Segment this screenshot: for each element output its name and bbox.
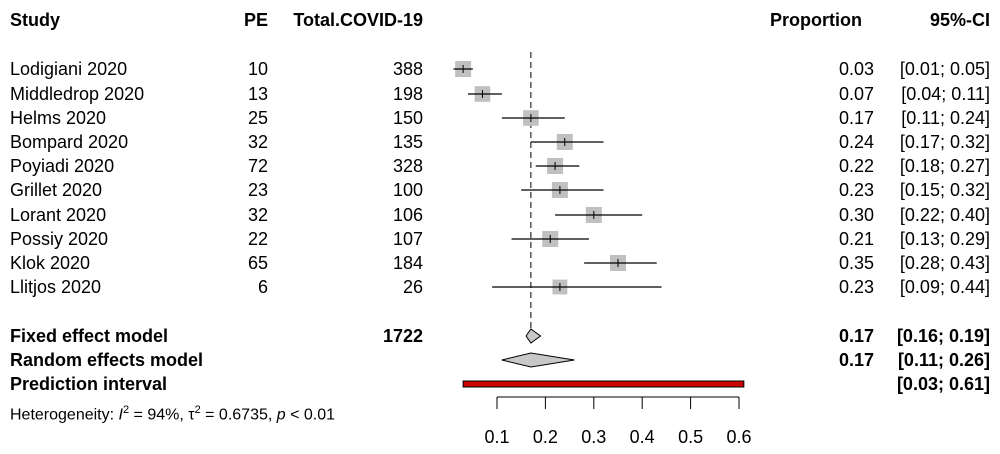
study-proportion: 0.07	[838, 84, 874, 104]
header-study: Study	[10, 10, 61, 30]
study-proportion: 0.22	[838, 156, 874, 176]
study-ci: [0.13; 0.29]	[899, 229, 990, 249]
study-total: 150	[392, 108, 423, 128]
study-name: Bompard 2020	[10, 132, 129, 152]
study-total: 135	[392, 132, 423, 152]
header-events: PE	[243, 10, 268, 30]
study-events: 22	[247, 229, 268, 249]
study-ci: [0.17; 0.32]	[899, 132, 990, 152]
fixed-effect-diamond	[525, 328, 542, 344]
heterogeneity-text: Heterogeneity: I2 = 94%, τ2 = 0.6735, p …	[10, 404, 336, 424]
fixed-effect-ci: [0.16; 0.19]	[896, 326, 990, 346]
study-ci: [0.22; 0.40]	[899, 205, 990, 225]
study-ci: [0.09; 0.44]	[899, 277, 990, 297]
study-total: 26	[402, 277, 423, 297]
study-total: 107	[392, 229, 423, 249]
fixed-effect-total: 1722	[382, 326, 423, 346]
study-name: Poyiadi 2020	[10, 156, 115, 176]
study-name: Helms 2020	[10, 108, 107, 128]
study-events: 32	[247, 205, 268, 225]
x-axis-tick-label: 0.5	[678, 427, 703, 447]
study-name: Klok 2020	[10, 253, 91, 273]
study-total: 100	[392, 180, 423, 200]
x-axis-tick-label: 0.3	[581, 427, 606, 447]
study-total: 106	[392, 205, 423, 225]
study-total: 184	[392, 253, 423, 273]
random-effects-diamond	[501, 352, 575, 368]
study-events: 25	[247, 108, 268, 128]
study-events: 65	[247, 253, 268, 273]
heterogeneity-prefix: Heterogeneity:	[10, 406, 119, 424]
study-name: Llitjos 2020	[10, 277, 102, 297]
study-name: Middledrop 2020	[10, 84, 145, 104]
header-proportion: Proportion	[770, 10, 862, 30]
study-proportion: 0.23	[838, 277, 874, 297]
random-effects-proportion: 0.17	[838, 350, 874, 370]
p-symbol: p	[276, 406, 286, 424]
i2-symbol: I	[118, 406, 123, 424]
study-proportion: 0.17	[838, 108, 874, 128]
study-ci: [0.28; 0.43]	[899, 253, 990, 273]
study-ci: [0.04; 0.11]	[901, 84, 990, 104]
study-ci: [0.15; 0.32]	[899, 180, 990, 200]
p-value: < 0.01	[285, 406, 336, 424]
study-ci: [0.11; 0.24]	[901, 108, 990, 128]
study-ci: [0.01; 0.05]	[899, 59, 990, 79]
prediction-interval-label: Prediction interval	[10, 374, 168, 394]
study-name: Lorant 2020	[10, 205, 107, 225]
study-name: Grillet 2020	[10, 180, 103, 200]
study-events: 6	[257, 277, 268, 297]
study-total: 388	[392, 59, 423, 79]
random-effects-ci: [0.11; 0.26]	[897, 350, 990, 370]
prediction-interval-bar	[462, 380, 745, 388]
x-axis-tick-label: 0.6	[726, 427, 751, 447]
study-name: Possiy 2020	[10, 229, 109, 249]
i2-value: = 94%, τ	[129, 406, 195, 424]
x-axis-tick-label: 0.2	[533, 427, 558, 447]
study-total: 328	[392, 156, 423, 176]
study-ci: [0.18; 0.27]	[899, 156, 990, 176]
study-proportion: 0.23	[838, 180, 874, 200]
study-events: 13	[247, 84, 268, 104]
tau2-value: = 0.6735,	[200, 406, 277, 424]
fixed-effect-proportion: 0.17	[838, 326, 874, 346]
study-proportion: 0.24	[838, 132, 874, 152]
prediction-interval-ci: [0.03; 0.61]	[896, 374, 990, 394]
study-events: 72	[247, 156, 268, 176]
random-effects-label: Random effects model	[10, 350, 204, 370]
study-proportion: 0.30	[838, 205, 874, 225]
study-name: Lodigiani 2020	[10, 59, 128, 79]
x-axis-tick-label: 0.4	[630, 427, 655, 447]
study-proportion: 0.21	[838, 229, 874, 249]
x-axis-tick-label: 0.1	[484, 427, 509, 447]
header-ci: 95%-CI	[929, 10, 990, 30]
fixed-effect-label: Fixed effect model	[10, 326, 169, 346]
study-events: 32	[247, 132, 268, 152]
study-events: 23	[247, 180, 268, 200]
header-total: Total.COVID-19	[293, 10, 423, 30]
study-events: 10	[247, 59, 268, 79]
study-proportion: 0.35	[838, 253, 874, 273]
study-proportion: 0.03	[838, 59, 874, 79]
study-total: 198	[392, 84, 423, 104]
